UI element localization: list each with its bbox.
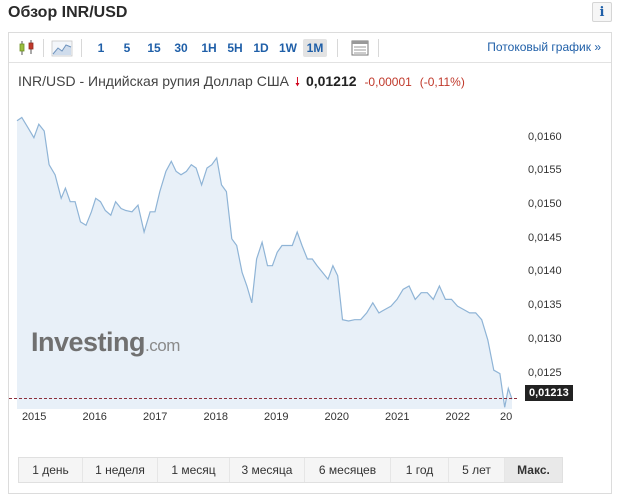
x-tick-label: 2015	[21, 411, 47, 423]
candlestick-icon[interactable]	[17, 38, 37, 58]
interval-1w[interactable]: 1W	[279, 41, 297, 55]
last-value-label: 0,01213	[525, 385, 573, 401]
chart-area-fill	[17, 117, 512, 409]
y-tick-label: 0,0145	[528, 231, 562, 244]
y-tick-label: 0,0155	[528, 164, 562, 177]
toolbar-divider	[43, 39, 44, 57]
y-tick-label: 0,0125	[528, 366, 562, 379]
chart-series-line	[16, 116, 513, 408]
toolbar-divider	[378, 39, 379, 57]
y-tick-label: 0,0140	[528, 265, 562, 278]
range-1-week[interactable]: 1 неделя	[83, 458, 158, 482]
chart-toolbar: 1 5 15 30 1H 5H 1D 1W 1M Потоковый графи…	[9, 33, 611, 63]
interval-5h[interactable]: 5H	[227, 41, 243, 55]
down-arrow-icon: 🠗	[294, 75, 301, 89]
range-1-month[interactable]: 1 месяц	[158, 458, 230, 482]
x-tick-label: 2019	[263, 411, 289, 423]
price-change-percent: (-0,11%)	[419, 75, 465, 89]
toolbar-divider	[81, 39, 82, 57]
x-tick-label: 2018	[203, 411, 228, 423]
range-5-years[interactable]: 5 лет	[449, 458, 505, 482]
x-tick-label: 2017	[142, 411, 168, 423]
streaming-chart-link[interactable]: Потоковый график »	[487, 40, 601, 54]
y-tick-label: 0,0130	[528, 332, 562, 345]
x-tick-label: 2021	[385, 411, 410, 423]
x-tick-label: 2022	[445, 411, 470, 423]
price-change: -0,00001	[364, 75, 412, 89]
quote-line: INR/USD - Индийская рупия Доллар США 🠗 0…	[18, 73, 465, 94]
instrument-name: INR/USD - Индийская рупия Доллар США	[18, 73, 289, 89]
page-title: Обзор INR/USD	[8, 4, 128, 21]
table-icon[interactable]	[350, 38, 370, 58]
last-price: 0,01212	[305, 73, 357, 89]
range-1-day[interactable]: 1 день	[19, 458, 83, 482]
price-chart[interactable]	[9, 99, 519, 419]
toolbar-divider	[337, 39, 338, 57]
x-tick-label: 2020	[324, 411, 349, 423]
info-button[interactable]: i	[592, 2, 612, 22]
watermark-brand: Investing	[31, 327, 146, 357]
range-6-months[interactable]: 6 месяцев	[305, 458, 391, 482]
range-selector: 1 день 1 неделя 1 месяц 3 месяца 6 месяц…	[18, 457, 563, 483]
range-max[interactable]: Макс.	[505, 458, 562, 482]
area-chart-icon[interactable]	[51, 38, 73, 58]
y-tick-label: 0,0150	[528, 198, 562, 211]
y-tick-label: 0,0135	[528, 299, 562, 312]
interval-15[interactable]: 15	[147, 41, 161, 55]
chart-widget: 1 5 15 30 1H 5H 1D 1W 1M Потоковый графи…	[8, 32, 612, 494]
interval-5[interactable]: 5	[123, 41, 131, 55]
x-tick-label: 20	[499, 411, 513, 423]
y-tick-label: 0,0160	[528, 130, 562, 143]
range-1-year[interactable]: 1 год	[391, 458, 449, 482]
investing-watermark: Investing.com	[31, 327, 180, 358]
range-3-months[interactable]: 3 месяца	[230, 458, 305, 482]
watermark-suffix: .com	[145, 336, 180, 355]
interval-1[interactable]: 1	[97, 41, 105, 55]
interval-1m[interactable]: 1M	[303, 39, 327, 57]
interval-1d[interactable]: 1D	[253, 41, 269, 55]
interval-30[interactable]: 30	[174, 41, 188, 55]
x-tick-label: 2016	[82, 411, 107, 423]
interval-1h[interactable]: 1H	[201, 41, 217, 55]
